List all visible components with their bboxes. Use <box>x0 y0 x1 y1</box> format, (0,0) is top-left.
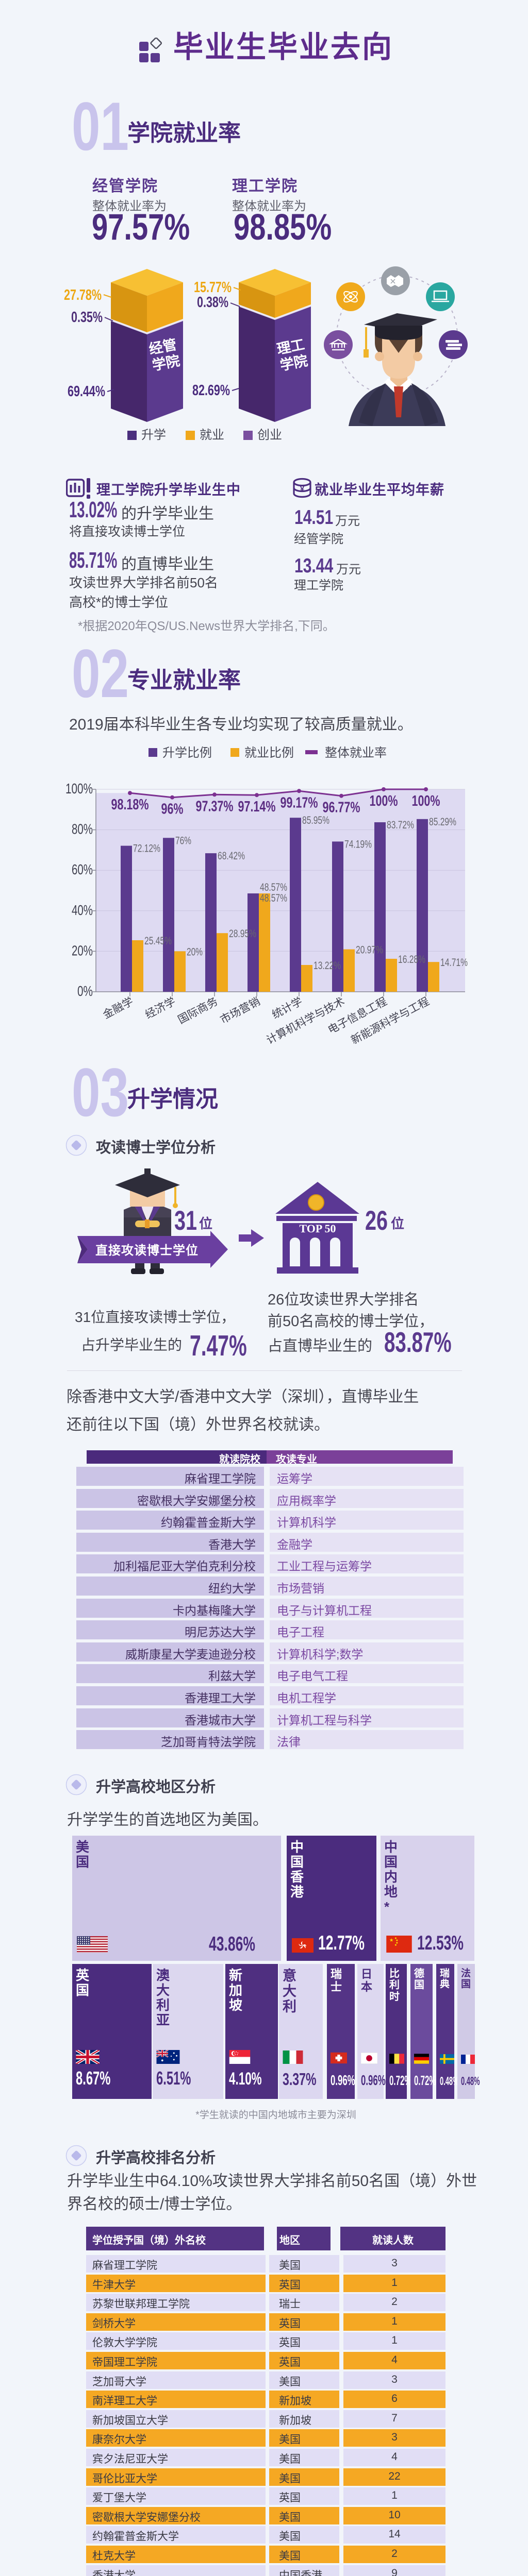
svg-text:100%: 100% <box>370 793 398 809</box>
svg-text:金融学: 金融学 <box>101 995 135 1021</box>
svg-text:98.18%: 98.18% <box>111 796 149 813</box>
svg-text:26: 26 <box>365 1206 388 1236</box>
svg-text:25.45%: 25.45% <box>144 935 172 947</box>
svg-text:16.28%: 16.28% <box>398 954 425 965</box>
svg-text:48.57%: 48.57% <box>260 882 287 893</box>
svg-text:创业: 创业 <box>257 428 282 442</box>
svg-text:位: 位 <box>391 1216 404 1231</box>
svg-text:69.44%: 69.44% <box>68 383 105 400</box>
svg-text:76%: 76% <box>175 835 191 846</box>
svg-text:升学比例: 升学比例 <box>162 746 212 760</box>
svg-text:国际商务: 国际商务 <box>176 995 220 1026</box>
svg-text:整体就业率: 整体就业率 <box>325 746 387 760</box>
svg-text:新能源科学与工程: 新能源科学与工程 <box>349 995 431 1046</box>
svg-text:28.95%: 28.95% <box>229 928 256 940</box>
svg-text:97.14%: 97.14% <box>238 799 276 815</box>
svg-text:市场营销: 市场营销 <box>218 995 262 1026</box>
svg-text:31: 31 <box>174 1206 197 1236</box>
svg-text:就业: 就业 <box>200 428 224 442</box>
svg-text:85.95%: 85.95% <box>302 815 329 826</box>
svg-text:0.38%: 0.38% <box>197 294 228 311</box>
svg-text:27.78%: 27.78% <box>64 287 102 303</box>
svg-text:74.19%: 74.19% <box>344 838 372 850</box>
svg-text:14.71%: 14.71% <box>440 957 468 969</box>
svg-text:15.77%: 15.77% <box>194 279 232 296</box>
svg-text:100%: 100% <box>412 793 440 809</box>
svg-text:85.29%: 85.29% <box>429 816 456 828</box>
svg-text:100%: 100% <box>65 781 93 796</box>
svg-text:80%: 80% <box>72 821 93 837</box>
svg-text:60%: 60% <box>72 861 93 877</box>
svg-text:96%: 96% <box>161 801 184 818</box>
svg-text:99.17%: 99.17% <box>280 794 318 811</box>
svg-text:0.35%: 0.35% <box>71 309 103 326</box>
svg-text:20%: 20% <box>187 946 203 958</box>
svg-text:直接攻读博士学位: 直接攻读博士学位 <box>95 1243 199 1258</box>
svg-text:¥: ¥ <box>300 485 305 494</box>
svg-text:20%: 20% <box>72 942 93 958</box>
svg-text:48.57%: 48.57% <box>260 892 287 904</box>
svg-text:13.22%: 13.22% <box>314 960 341 972</box>
svg-text:0%: 0% <box>77 983 93 999</box>
svg-text:97.37%: 97.37% <box>196 798 234 815</box>
svg-text:72.12%: 72.12% <box>133 843 160 855</box>
svg-text:82.69%: 82.69% <box>192 382 230 399</box>
svg-text:40%: 40% <box>72 902 93 918</box>
svg-text:位: 位 <box>199 1216 212 1231</box>
svg-text:升学: 升学 <box>141 428 166 442</box>
svg-text:就业比例: 就业比例 <box>244 746 294 760</box>
svg-text:TOP 50: TOP 50 <box>299 1222 336 1235</box>
svg-text:68.42%: 68.42% <box>218 850 245 862</box>
svg-text:96.77%: 96.77% <box>323 800 360 816</box>
svg-text:83.72%: 83.72% <box>387 819 414 831</box>
svg-text:20.97%: 20.97% <box>356 944 383 956</box>
svg-text:经济学: 经济学 <box>143 995 177 1021</box>
